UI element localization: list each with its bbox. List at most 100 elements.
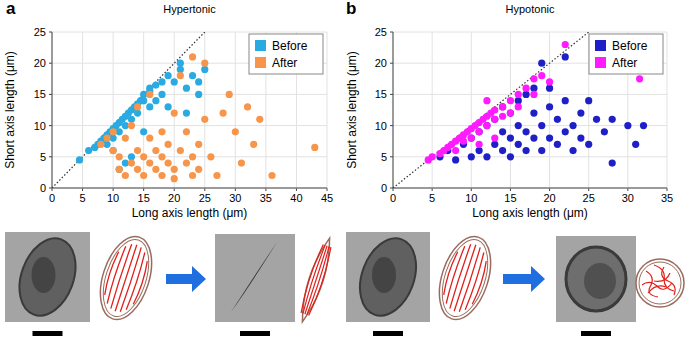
x-axis-label: Long axis length (μm)	[472, 206, 588, 220]
point	[569, 147, 576, 154]
fiber	[305, 246, 327, 314]
x-tick-label: 25	[583, 192, 595, 204]
point	[177, 66, 184, 73]
scale-bar	[240, 331, 270, 336]
cell	[350, 231, 426, 324]
point	[499, 103, 506, 110]
point	[122, 172, 129, 179]
point	[226, 91, 233, 98]
y-tick-label: 5	[381, 151, 387, 163]
point	[476, 147, 483, 154]
grid-line	[327, 32, 328, 188]
x-tick-label: 15	[504, 192, 516, 204]
point	[554, 141, 561, 148]
point	[609, 159, 616, 166]
point	[152, 97, 159, 104]
plot-area	[52, 32, 318, 188]
point	[507, 110, 514, 117]
point	[522, 91, 529, 98]
point	[165, 141, 172, 148]
fiber	[110, 244, 131, 309]
point	[515, 122, 522, 129]
point	[530, 134, 537, 141]
point	[152, 147, 159, 154]
grid-line	[52, 32, 327, 33]
fiber	[445, 246, 465, 304]
chart-title: Hypertonic	[163, 3, 216, 15]
point	[562, 128, 569, 135]
point	[128, 159, 135, 166]
x-tick-label: 0	[390, 192, 396, 204]
point	[146, 134, 153, 141]
point	[195, 141, 202, 148]
grid-line	[393, 32, 394, 188]
point	[158, 128, 165, 135]
point	[546, 78, 553, 85]
x-tick-label: 0	[49, 192, 55, 204]
point	[244, 103, 251, 110]
fiber	[302, 245, 325, 314]
point	[636, 75, 643, 82]
fiber	[472, 261, 488, 305]
grid-line	[393, 188, 667, 189]
point	[476, 141, 483, 148]
point	[134, 147, 141, 154]
point	[483, 122, 490, 129]
point	[515, 141, 522, 148]
point	[311, 144, 318, 151]
fiber	[120, 247, 141, 312]
nucleus	[372, 257, 396, 293]
point	[165, 159, 172, 166]
point	[522, 85, 529, 92]
x-axis-label: Long axis length (μm)	[132, 206, 248, 220]
point	[116, 153, 123, 160]
x-tick-label: 35	[260, 192, 272, 204]
y-axis-label: Short axis length (μm)	[345, 51, 359, 169]
grid-line	[143, 32, 144, 188]
point	[562, 41, 569, 48]
point	[515, 91, 522, 98]
point	[201, 66, 208, 73]
point	[507, 110, 514, 117]
point	[183, 110, 190, 117]
point	[146, 91, 153, 98]
point	[538, 147, 545, 154]
x-tick-label: 30	[622, 192, 634, 204]
point	[499, 113, 506, 120]
legend-box	[589, 34, 663, 74]
point	[562, 97, 569, 104]
legend-swatch	[255, 57, 266, 68]
fiber	[662, 267, 675, 295]
point	[515, 97, 522, 104]
point	[452, 156, 459, 163]
point	[165, 72, 172, 79]
legend-box	[249, 34, 323, 74]
point	[491, 116, 498, 123]
point	[632, 141, 639, 148]
point	[491, 141, 498, 148]
point	[195, 78, 202, 85]
point	[152, 81, 159, 88]
panel: bHypotonic051015202530350510152025Long a…	[345, 0, 673, 220]
point	[569, 122, 576, 129]
cell	[9, 231, 85, 324]
y-tick-label: 15	[375, 88, 387, 100]
point	[128, 153, 135, 160]
point	[507, 153, 514, 160]
point	[97, 141, 104, 148]
point	[538, 72, 545, 79]
point	[546, 134, 553, 141]
cartoon-outline	[639, 262, 681, 304]
point	[507, 97, 514, 104]
point	[128, 116, 135, 123]
micrograph	[5, 231, 90, 336]
fiber	[307, 246, 330, 315]
point	[476, 128, 483, 135]
x-tick-label: 45	[321, 192, 333, 204]
y-tick-label: 5	[40, 151, 46, 163]
y-tick-label: 0	[381, 182, 387, 194]
chart-title: Hypotonic	[506, 3, 555, 15]
point	[189, 53, 196, 60]
arrow	[503, 266, 545, 292]
fiber	[454, 245, 476, 312]
